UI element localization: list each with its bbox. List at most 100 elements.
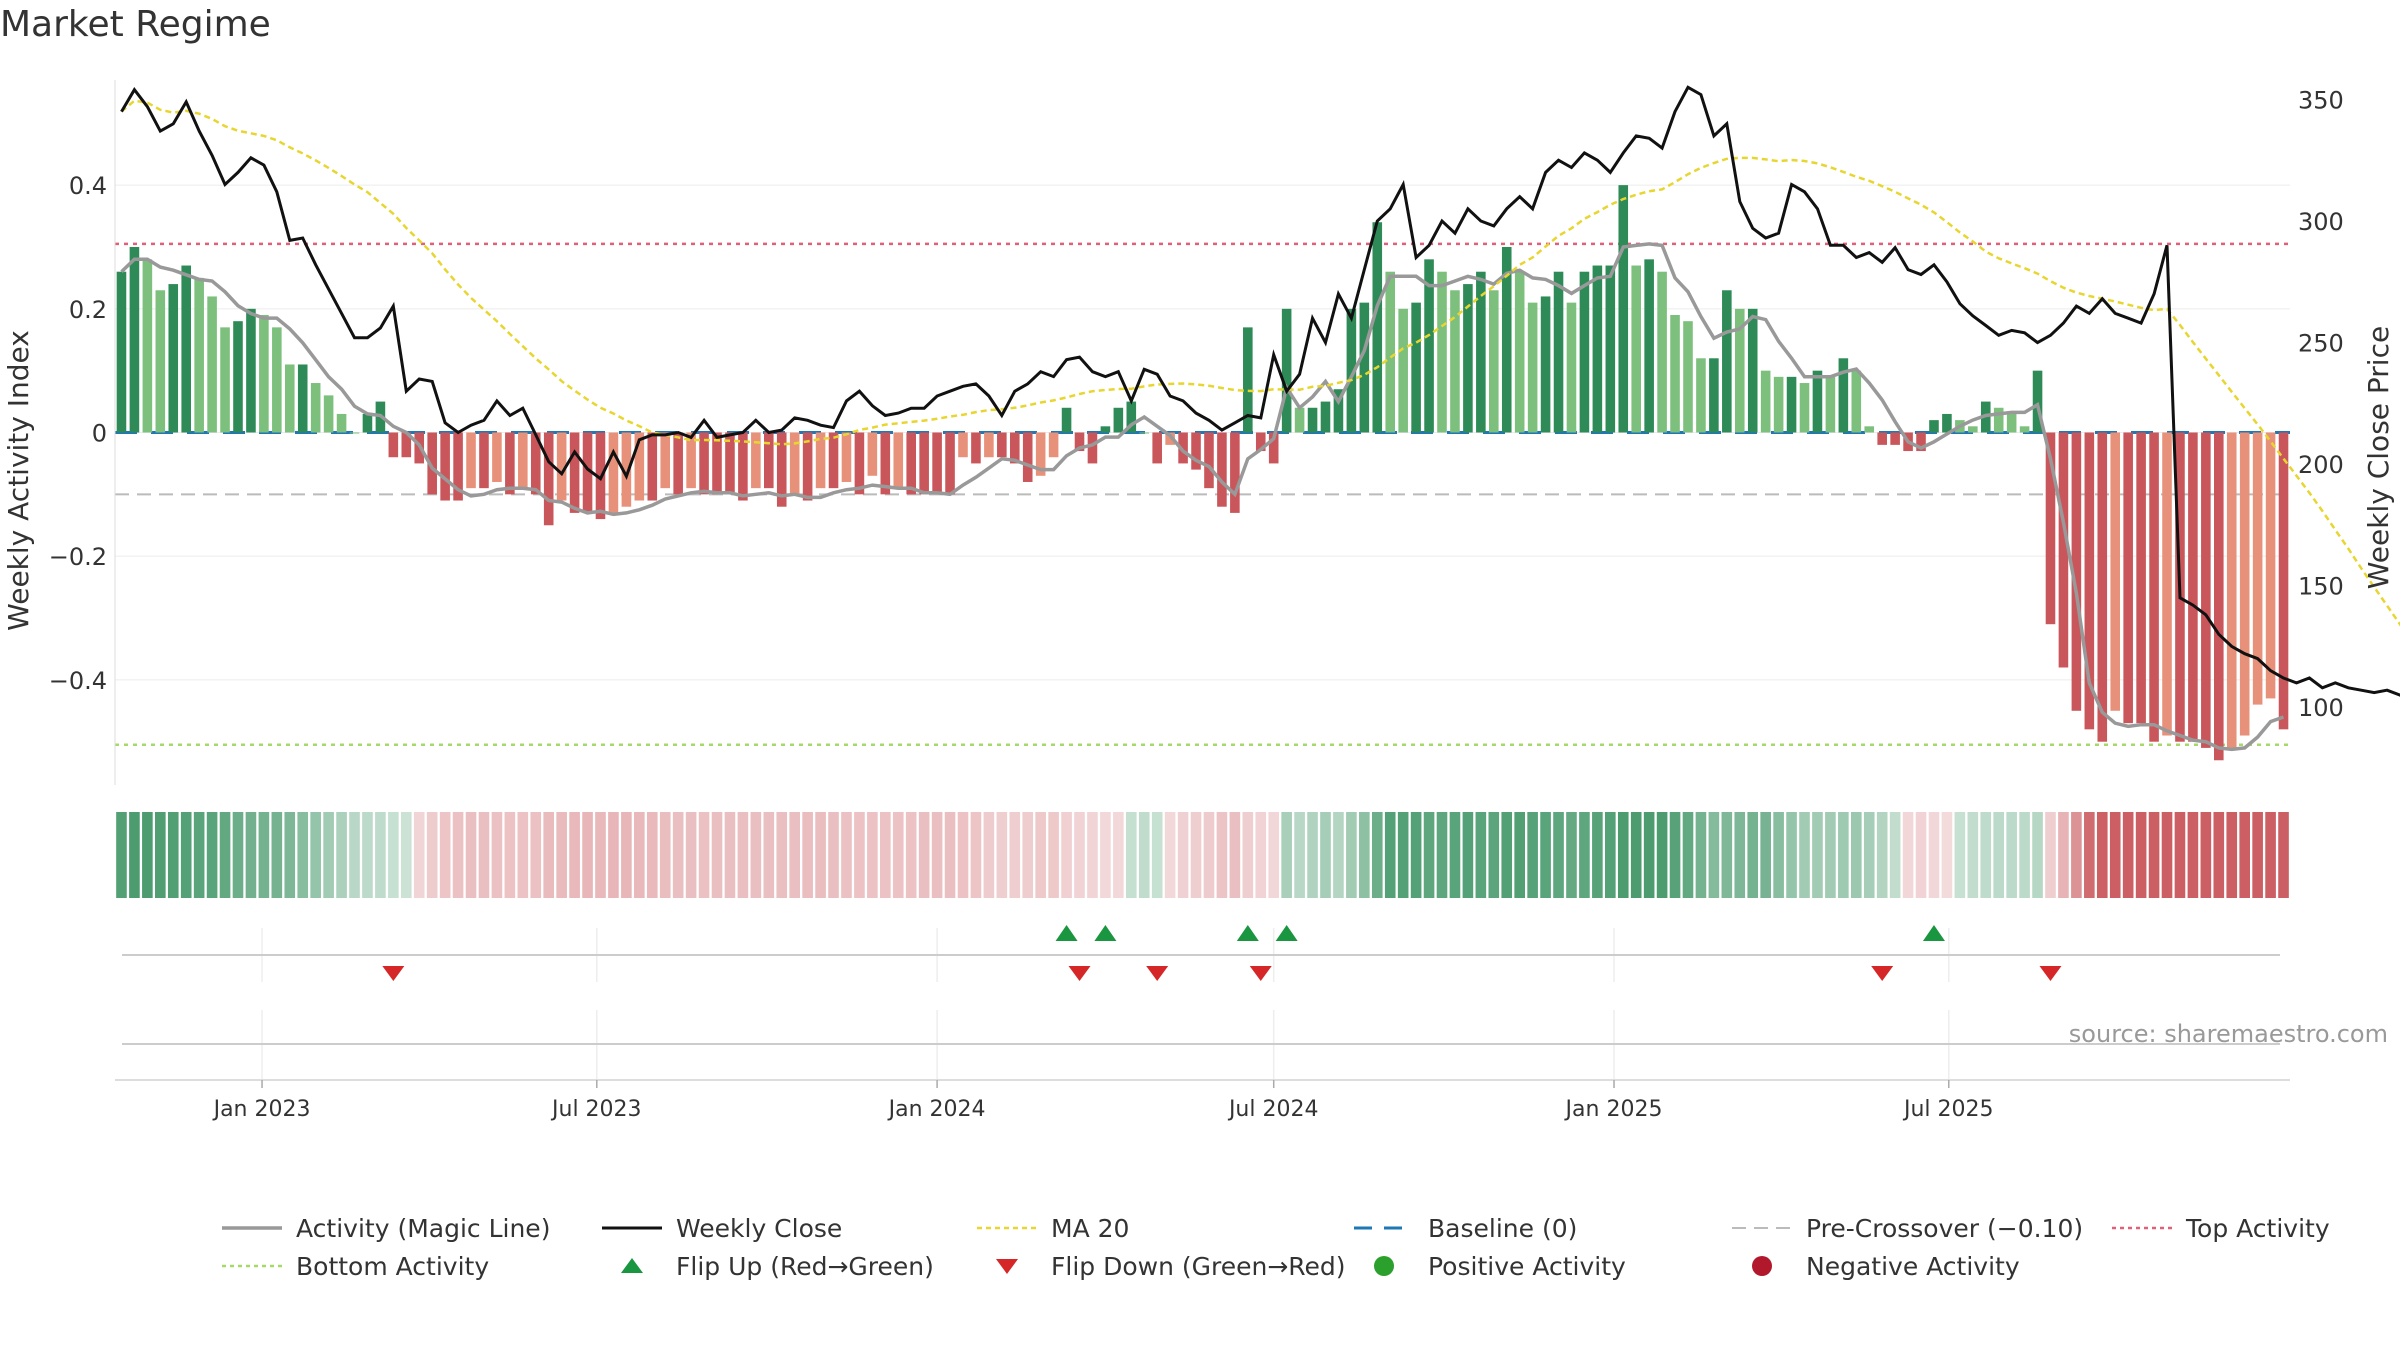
activity-bar: [129, 246, 140, 433]
regime-cell: [1255, 812, 1267, 898]
legend-label: Top Activity: [2186, 1213, 2330, 1243]
regime-cell: [2135, 812, 2147, 898]
regime-cell: [1708, 812, 1720, 898]
legend-label: Negative Activity: [1806, 1251, 2020, 1281]
activity-bar: [2058, 432, 2069, 668]
activity-bar: [168, 284, 179, 433]
activity-bar: [1476, 271, 1486, 433]
regime-cell: [1177, 812, 1189, 898]
regime-cell: [595, 812, 606, 898]
activity-bar: [1204, 432, 1214, 489]
legend-item-precross: Pre-Crossover (−0.10): [1726, 1208, 2083, 1248]
regime-cell: [1281, 812, 1292, 898]
regime-cell: [271, 812, 283, 898]
regime-cell: [1488, 812, 1500, 898]
activity-bar: [1696, 358, 1706, 433]
legend-label: Weekly Close: [676, 1213, 843, 1243]
regime-cell: [2019, 812, 2030, 898]
legend-item-magic: Activity (Magic Line): [216, 1208, 550, 1248]
activity-bar: [673, 432, 683, 495]
regime-cell: [1022, 812, 1034, 898]
x-tick-label: Jan 2024: [887, 1097, 986, 1122]
regime-cell: [1838, 812, 1849, 898]
activity-bar: [1217, 432, 1227, 507]
activity-bar: [2097, 432, 2108, 742]
regime-cell: [1501, 812, 1513, 898]
regime-cell: [2122, 812, 2134, 898]
regime-cell: [711, 812, 723, 898]
gridlines: [115, 184, 2290, 1080]
activity-bar: [492, 432, 502, 482]
right-tick-label: 150: [2298, 573, 2344, 601]
activity-bar: [2110, 432, 2121, 711]
regime-cell: [504, 812, 516, 898]
activity-bar: [1566, 302, 1577, 433]
activity-bar: [2226, 432, 2237, 748]
regime-cell: [1566, 812, 1577, 898]
activity-bar: [997, 432, 1007, 458]
regime-cell: [491, 812, 503, 898]
regime-cell: [375, 812, 386, 898]
regime-cell: [543, 812, 555, 898]
activity-bar: [1307, 407, 1318, 433]
regime-cell: [802, 812, 813, 898]
activity-bar: [1968, 426, 1978, 433]
activity-bar: [453, 432, 463, 501]
activity-bar: [1346, 308, 1357, 433]
activity-bar: [789, 432, 800, 495]
legend-label: Baseline (0): [1428, 1213, 1578, 1243]
regime-cell: [1294, 812, 1305, 898]
right-tick-label: 350: [2298, 86, 2344, 114]
regime-cell: [1682, 812, 1694, 898]
regime-cell: [646, 812, 658, 898]
activity-bar: [2201, 432, 2211, 748]
activity-bar: [1126, 401, 1137, 433]
regime-cell: [1333, 812, 1344, 898]
activity-bar: [1631, 265, 1641, 433]
regime-cell: [1863, 812, 1875, 898]
regime-cell: [1113, 812, 1124, 898]
activity-bar: [1799, 383, 1810, 433]
activity-bar: [621, 432, 632, 507]
regime-cell: [180, 812, 192, 898]
legend-item-close: Weekly Close: [596, 1208, 842, 1248]
legend-label: Activity (Magic Line): [296, 1213, 551, 1243]
activity-bar: [828, 432, 839, 489]
activity-bar: [1527, 302, 1538, 433]
x-tick-label: Jul 2024: [1227, 1097, 1319, 1122]
activity-bar: [686, 432, 696, 489]
legend-symbol-precross-icon: [1732, 1227, 1792, 1229]
flip-up-marker: [1055, 925, 1078, 941]
regime-cell: [892, 812, 904, 898]
legend-symbol-flip-down-icon: [996, 1259, 1018, 1274]
regime-cell: [815, 812, 826, 898]
activity-bar: [776, 432, 787, 507]
legend-item-pos-dot: Positive Activity: [1348, 1246, 1626, 1286]
activity-bar: [155, 290, 166, 433]
regime-cell: [1747, 812, 1759, 898]
legend-label: MA 20: [1051, 1213, 1130, 1243]
legend-item-baseline: Baseline (0): [1348, 1208, 1577, 1248]
regime-cell: [1902, 812, 1914, 898]
activity-bar: [1514, 271, 1525, 433]
flip-up-marker: [1094, 925, 1117, 941]
regime-cell: [2071, 812, 2082, 898]
regime-cell: [931, 812, 943, 898]
activity-bar: [272, 327, 282, 433]
activity-bar: [1359, 302, 1370, 433]
regime-cell: [245, 812, 257, 898]
regime-cell: [1760, 812, 1771, 898]
regime-cell: [1436, 812, 1448, 898]
activity-bars: [116, 185, 2289, 761]
regime-cell: [1592, 812, 1603, 898]
flip-down-marker: [1871, 966, 1894, 981]
regime-cell: [1048, 812, 1059, 898]
regime-cell: [439, 812, 451, 898]
regime-strip: [116, 812, 2289, 898]
activity-bar: [1786, 376, 1797, 433]
regime-cell: [569, 812, 580, 898]
activity-bar: [906, 432, 916, 495]
regime-cell: [672, 812, 684, 898]
activity-bar: [582, 432, 593, 513]
